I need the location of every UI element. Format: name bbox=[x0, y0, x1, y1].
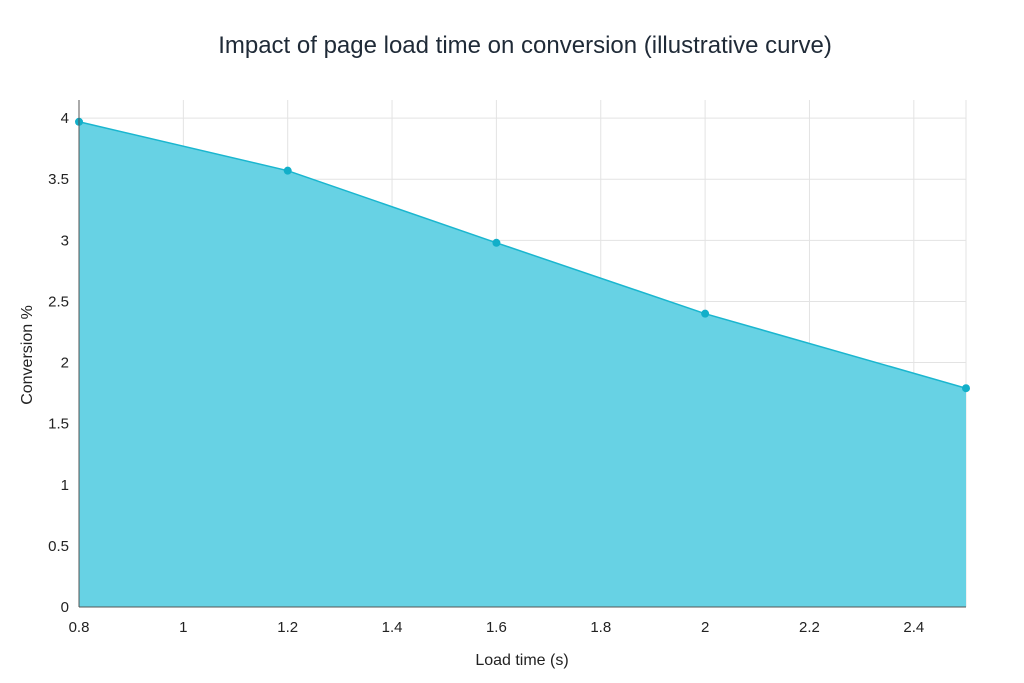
data-point bbox=[492, 238, 501, 247]
x-tick-label: 1.4 bbox=[382, 619, 403, 636]
x-tick-label: 2.2 bbox=[799, 619, 820, 636]
y-tick-label: 3.5 bbox=[48, 171, 69, 188]
y-tick-label: 1.5 bbox=[48, 416, 69, 433]
x-tick-label: 2.4 bbox=[903, 619, 924, 636]
x-tick-label: 0.8 bbox=[69, 619, 90, 636]
data-point bbox=[962, 384, 970, 393]
data-point bbox=[701, 309, 710, 318]
x-tick-label: 1.8 bbox=[590, 619, 611, 636]
chart-title: Impact of page load time on conversion (… bbox=[218, 32, 832, 59]
x-axis-ticks: 0.8 1 1.2 1.4 1.6 1.8 2 2.2 2.4 bbox=[69, 619, 925, 636]
y-tick-label: 4 bbox=[61, 110, 69, 127]
y-axis-ticks: 0 0.5 1 1.5 2 2.5 3 3.5 4 bbox=[48, 110, 69, 616]
y-tick-label: 1 bbox=[61, 477, 69, 494]
y-tick-label: 3 bbox=[61, 232, 69, 249]
y-tick-label: 0 bbox=[61, 599, 69, 616]
axes bbox=[78, 100, 966, 608]
y-axis-title: Conversion % bbox=[19, 305, 36, 405]
x-tick-label: 1.6 bbox=[486, 619, 507, 636]
y-tick-label: 2 bbox=[61, 355, 69, 372]
x-tick-label: 2 bbox=[701, 619, 709, 636]
x-axis-title: Load time (s) bbox=[475, 652, 568, 669]
plot-area bbox=[75, 117, 970, 608]
y-tick-label: 0.5 bbox=[48, 538, 69, 555]
data-point bbox=[283, 166, 292, 175]
y-tick-label: 2.5 bbox=[48, 293, 69, 310]
x-tick-label: 1.2 bbox=[277, 619, 298, 636]
x-tick-label: 1 bbox=[179, 619, 187, 636]
area-fill bbox=[79, 121, 966, 608]
